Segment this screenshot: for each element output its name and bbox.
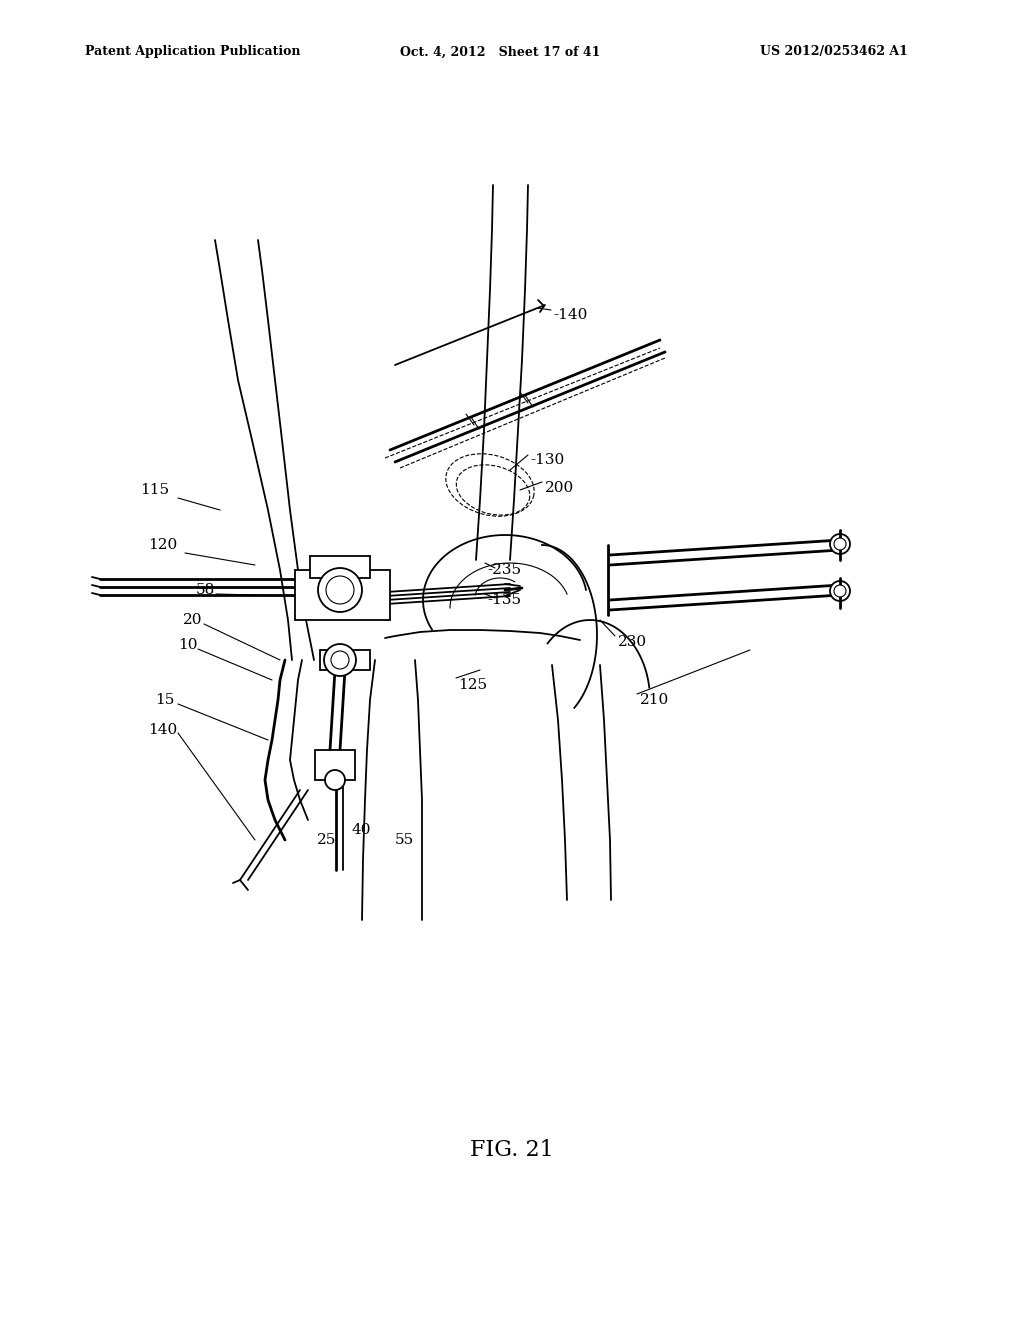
Circle shape xyxy=(318,568,362,612)
Circle shape xyxy=(830,581,850,601)
FancyBboxPatch shape xyxy=(315,750,355,780)
Text: 40: 40 xyxy=(352,822,372,837)
Text: 25: 25 xyxy=(317,833,336,847)
Circle shape xyxy=(830,535,850,554)
Text: 10: 10 xyxy=(178,638,198,652)
Text: 115: 115 xyxy=(140,483,169,498)
Text: -130: -130 xyxy=(530,453,564,467)
Text: 125: 125 xyxy=(458,678,487,692)
Circle shape xyxy=(325,770,345,789)
Text: 20: 20 xyxy=(183,612,203,627)
Text: US 2012/0253462 A1: US 2012/0253462 A1 xyxy=(760,45,908,58)
Text: -135: -135 xyxy=(487,593,521,607)
Text: -235: -235 xyxy=(487,564,521,577)
FancyBboxPatch shape xyxy=(310,556,370,578)
Text: 58: 58 xyxy=(196,583,215,597)
Text: -140: -140 xyxy=(553,308,588,322)
FancyBboxPatch shape xyxy=(295,570,390,620)
Text: 120: 120 xyxy=(148,539,177,552)
Text: 140: 140 xyxy=(148,723,177,737)
Circle shape xyxy=(834,585,846,597)
Circle shape xyxy=(834,539,846,550)
Text: Oct. 4, 2012   Sheet 17 of 41: Oct. 4, 2012 Sheet 17 of 41 xyxy=(400,45,600,58)
Text: Patent Application Publication: Patent Application Publication xyxy=(85,45,300,58)
Text: 200: 200 xyxy=(545,480,574,495)
Circle shape xyxy=(324,644,356,676)
Text: 230: 230 xyxy=(618,635,647,649)
FancyBboxPatch shape xyxy=(319,649,370,671)
Text: 15: 15 xyxy=(155,693,174,708)
Text: FIG. 21: FIG. 21 xyxy=(470,1139,554,1162)
Text: 210: 210 xyxy=(640,693,670,708)
Text: 55: 55 xyxy=(395,833,415,847)
